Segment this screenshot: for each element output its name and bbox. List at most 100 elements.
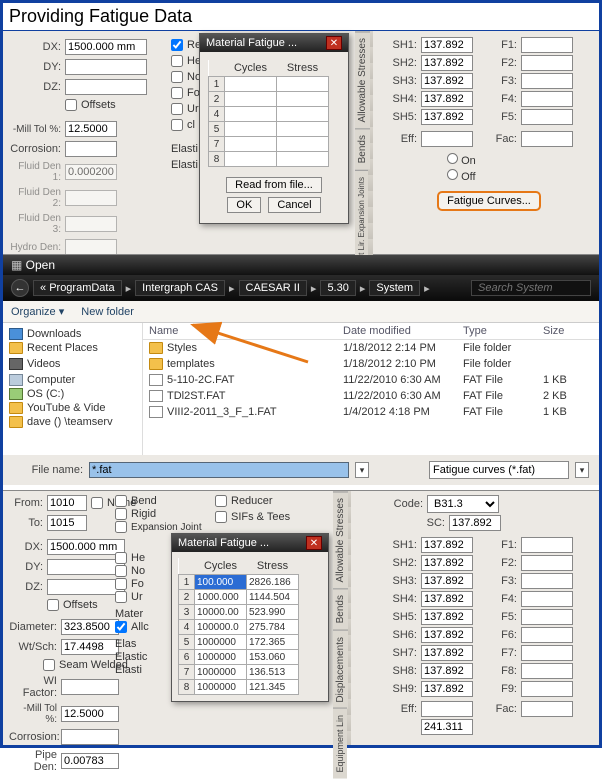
filename-input[interactable] bbox=[89, 462, 349, 478]
sh-input[interactable] bbox=[421, 37, 473, 53]
ur-check[interactable] bbox=[115, 591, 127, 603]
file-row[interactable]: templates1/18/2012 2:10 PMFile folder bbox=[143, 356, 599, 372]
f-input[interactable] bbox=[521, 663, 573, 679]
no-check[interactable] bbox=[171, 71, 183, 83]
f-input[interactable] bbox=[521, 37, 573, 53]
stress-cell[interactable]: 121.345 bbox=[247, 680, 299, 695]
sh-input[interactable] bbox=[421, 645, 473, 661]
stress-cell[interactable]: 2826.186 bbox=[247, 575, 299, 590]
extra-input[interactable] bbox=[421, 719, 473, 735]
sh-input[interactable] bbox=[421, 627, 473, 643]
nav-item[interactable]: dave () \teamserv bbox=[9, 415, 136, 429]
re-check[interactable] bbox=[171, 39, 183, 51]
col-date[interactable]: Date modified bbox=[343, 325, 463, 337]
f-input[interactable] bbox=[521, 627, 573, 643]
col-size[interactable]: Size bbox=[543, 325, 593, 337]
fatigue-curves-button[interactable]: Fatigue Curves... bbox=[437, 191, 541, 211]
f-input[interactable] bbox=[521, 681, 573, 697]
cycles-cell[interactable] bbox=[225, 122, 277, 137]
bend-check[interactable] bbox=[115, 495, 127, 507]
mill-input[interactable] bbox=[61, 706, 119, 722]
crumb[interactable]: System bbox=[369, 280, 420, 296]
sh-input[interactable] bbox=[421, 537, 473, 553]
sc-input[interactable] bbox=[449, 515, 501, 531]
f-input[interactable] bbox=[521, 591, 573, 607]
eff-input[interactable] bbox=[421, 701, 473, 717]
file-row[interactable]: 5-110-2C.FAT11/22/2010 6:30 AMFAT File1 … bbox=[143, 372, 599, 388]
sh-input[interactable] bbox=[421, 73, 473, 89]
seam-check[interactable] bbox=[43, 659, 55, 671]
sh-input[interactable] bbox=[421, 109, 473, 125]
cycles-cell[interactable] bbox=[225, 77, 277, 92]
fac-input[interactable] bbox=[521, 131, 573, 147]
no-check[interactable] bbox=[115, 565, 127, 577]
f-input[interactable] bbox=[521, 109, 573, 125]
stress-cell[interactable] bbox=[277, 77, 329, 92]
name-check[interactable] bbox=[91, 497, 103, 509]
rigid-check[interactable] bbox=[115, 508, 127, 520]
sh-input[interactable] bbox=[421, 555, 473, 571]
nav-item[interactable]: Videos bbox=[9, 357, 136, 371]
cycles-cell[interactable]: 1000.000 bbox=[195, 590, 247, 605]
stress-cell[interactable]: 523.990 bbox=[247, 605, 299, 620]
cycles-cell[interactable]: 10000.00 bbox=[195, 605, 247, 620]
fo-check[interactable] bbox=[115, 578, 127, 590]
f-input[interactable] bbox=[521, 91, 573, 107]
cycles-cell[interactable]: 1000000 bbox=[195, 650, 247, 665]
ok-button[interactable]: OK bbox=[227, 197, 261, 213]
file-row[interactable]: Styles1/18/2012 2:14 PMFile folder bbox=[143, 340, 599, 356]
crumb[interactable]: 5.30 bbox=[320, 280, 355, 296]
sh-input[interactable] bbox=[421, 91, 473, 107]
wi-input[interactable] bbox=[61, 679, 119, 695]
stress-cell[interactable]: 1144.504 bbox=[247, 590, 299, 605]
eff-input[interactable] bbox=[421, 131, 473, 147]
on-radio[interactable] bbox=[447, 153, 458, 164]
new-folder-button[interactable]: New folder bbox=[81, 306, 134, 318]
nav-item[interactable]: Downloads bbox=[9, 327, 136, 341]
cycles-cell[interactable]: 1000000 bbox=[195, 665, 247, 680]
sh-input[interactable] bbox=[421, 573, 473, 589]
cycles-cell[interactable] bbox=[225, 107, 277, 122]
dz-input[interactable] bbox=[47, 579, 125, 595]
cancel-button[interactable]: Cancel bbox=[268, 197, 320, 213]
f-input[interactable] bbox=[521, 645, 573, 661]
milltol-input[interactable] bbox=[65, 121, 117, 137]
cycles-cell[interactable] bbox=[225, 152, 277, 167]
stress-cell[interactable] bbox=[277, 92, 329, 107]
ur-check[interactable] bbox=[171, 103, 183, 115]
filter-select[interactable] bbox=[429, 461, 569, 479]
file-row[interactable]: VIII2-2011_3_F_1.FAT1/4/2012 4:18 PMFAT … bbox=[143, 404, 599, 420]
corrosion-input[interactable] bbox=[65, 141, 117, 157]
nav-item[interactable]: Recent Places bbox=[9, 341, 136, 355]
f-input[interactable] bbox=[521, 555, 573, 571]
code-select[interactable]: B31.3 bbox=[427, 495, 499, 513]
sh-input[interactable] bbox=[421, 609, 473, 625]
fluidden1-input[interactable] bbox=[65, 164, 117, 180]
sh-input[interactable] bbox=[421, 55, 473, 71]
from-input[interactable] bbox=[47, 495, 87, 511]
nav-item[interactable]: Computer bbox=[9, 373, 136, 387]
back-icon[interactable]: ← bbox=[11, 279, 29, 297]
stress-cell[interactable] bbox=[277, 107, 329, 122]
close-icon[interactable]: ✕ bbox=[306, 536, 322, 550]
stress-cell[interactable]: 172.365 bbox=[247, 635, 299, 650]
pipe-input[interactable] bbox=[61, 753, 119, 769]
stress-cell[interactable] bbox=[277, 137, 329, 152]
cycles-cell[interactable]: 100.000 bbox=[195, 575, 247, 590]
dropdown-icon[interactable]: ▾ bbox=[355, 462, 369, 478]
vtab-allowable[interactable]: Allowable Stresses bbox=[333, 491, 348, 588]
vtab-displacements[interactable]: Displacements bbox=[333, 630, 348, 709]
nav-item[interactable]: YouTube & Vide bbox=[9, 401, 136, 415]
fac-input[interactable] bbox=[521, 701, 573, 717]
crumb[interactable]: CAESAR II bbox=[239, 280, 307, 296]
stress-cell[interactable] bbox=[277, 122, 329, 137]
sh-input[interactable] bbox=[421, 681, 473, 697]
cl-check[interactable] bbox=[171, 119, 183, 131]
exp-check[interactable] bbox=[115, 521, 127, 533]
wtsch-input[interactable] bbox=[61, 639, 119, 655]
dy-input[interactable] bbox=[47, 559, 125, 575]
file-row[interactable]: TDl2ST.FAT11/22/2010 6:30 AMFAT File2 KB bbox=[143, 388, 599, 404]
vtab-equipment[interactable]: Equipment Lin bbox=[333, 708, 347, 779]
vtab-bends[interactable]: Bends bbox=[333, 588, 348, 629]
cycles-cell[interactable] bbox=[225, 92, 277, 107]
